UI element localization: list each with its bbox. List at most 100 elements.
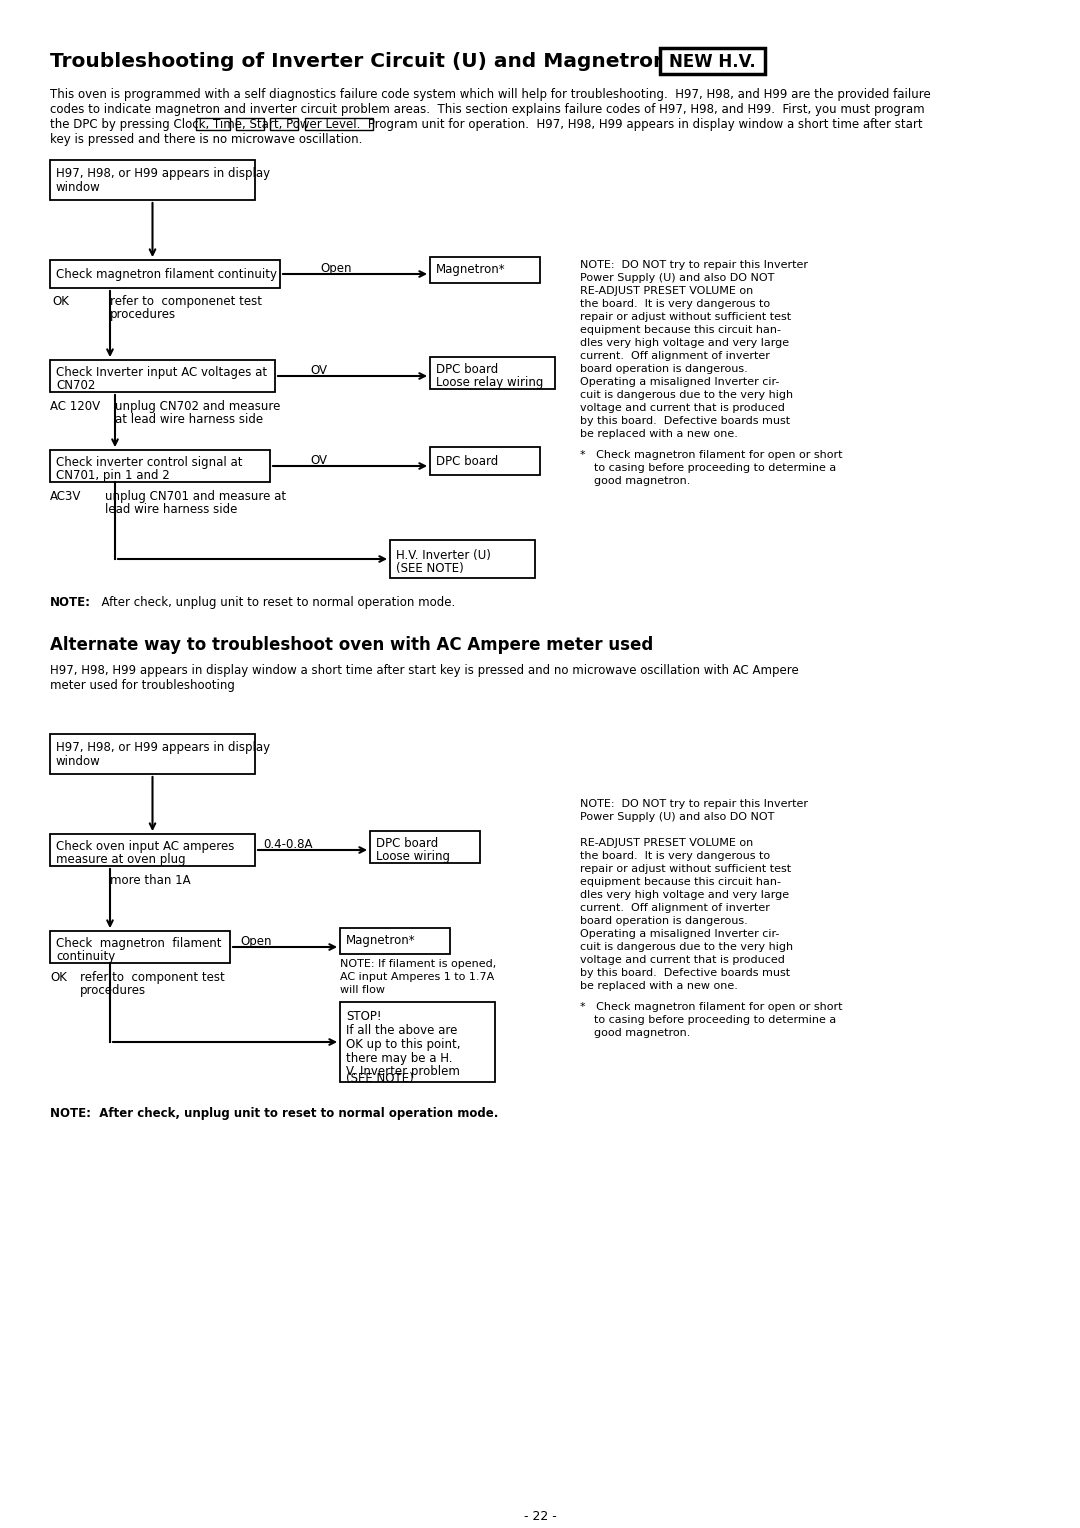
Text: OK: OK bbox=[52, 295, 69, 309]
Text: window: window bbox=[56, 180, 100, 194]
Text: H97, H98, or H99 appears in display: H97, H98, or H99 appears in display bbox=[56, 167, 270, 180]
Text: H97, H98, or H99 appears in display: H97, H98, or H99 appears in display bbox=[56, 741, 270, 753]
Text: to casing before proceeding to determine a: to casing before proceeding to determine… bbox=[580, 463, 836, 474]
Text: at lead wire harness side: at lead wire harness side bbox=[114, 413, 264, 426]
Text: refer to  component test: refer to component test bbox=[80, 970, 225, 984]
Text: Loose wiring: Loose wiring bbox=[376, 850, 450, 863]
Text: voltage and current that is produced: voltage and current that is produced bbox=[580, 403, 785, 413]
Text: AC input Amperes 1 to 1.7A: AC input Amperes 1 to 1.7A bbox=[340, 972, 495, 983]
Text: V. Inverter problem: V. Inverter problem bbox=[346, 1065, 460, 1077]
Text: H97, H98, H99 appears in display window a short time after start key is pressed : H97, H98, H99 appears in display window … bbox=[50, 665, 799, 677]
Text: OK up to this point,: OK up to this point, bbox=[346, 1038, 460, 1051]
Text: OK: OK bbox=[50, 970, 67, 984]
Text: repair or adjust without sufficient test: repair or adjust without sufficient test bbox=[580, 863, 792, 874]
Text: meter used for troubleshooting: meter used for troubleshooting bbox=[50, 678, 234, 692]
Text: NOTE: If filament is opened,: NOTE: If filament is opened, bbox=[340, 960, 496, 969]
Text: procedures: procedures bbox=[80, 984, 146, 996]
Text: Troubleshooting of Inverter Circuit (U) and Magnetron: Troubleshooting of Inverter Circuit (U) … bbox=[50, 52, 667, 70]
Text: NOTE:  DO NOT try to repair this Inverter: NOTE: DO NOT try to repair this Inverter bbox=[580, 799, 808, 808]
Text: current.  Off alignment of inverter: current. Off alignment of inverter bbox=[580, 351, 770, 361]
Text: refer to  componenet test: refer to componenet test bbox=[110, 295, 262, 309]
Text: Operating a misaligned Inverter cir-: Operating a misaligned Inverter cir- bbox=[580, 377, 780, 387]
Text: NOTE:  DO NOT try to repair this Inverter: NOTE: DO NOT try to repair this Inverter bbox=[580, 260, 808, 270]
Text: RE-ADJUST PRESET VOLUME on: RE-ADJUST PRESET VOLUME on bbox=[580, 837, 753, 848]
Text: Loose relay wiring: Loose relay wiring bbox=[436, 376, 543, 390]
Text: there may be a H.: there may be a H. bbox=[346, 1051, 453, 1065]
Text: Check inverter control signal at: Check inverter control signal at bbox=[56, 455, 243, 469]
Bar bbox=[370, 831, 480, 863]
Text: *   Check magnetron filament for open or short: * Check magnetron filament for open or s… bbox=[580, 451, 842, 460]
Text: (SEE NOTE): (SEE NOTE) bbox=[396, 562, 463, 575]
Text: CN702: CN702 bbox=[56, 379, 95, 393]
Text: Magnetron*: Magnetron* bbox=[436, 263, 505, 277]
Text: cuit is dangerous due to the very high: cuit is dangerous due to the very high bbox=[580, 390, 793, 400]
Text: Operating a misaligned Inverter cir-: Operating a misaligned Inverter cir- bbox=[580, 929, 780, 940]
Text: DPC board: DPC board bbox=[436, 455, 498, 468]
Text: the board.  It is very dangerous to: the board. It is very dangerous to bbox=[580, 299, 770, 309]
Text: procedures: procedures bbox=[110, 309, 176, 321]
Text: CN701, pin 1 and 2: CN701, pin 1 and 2 bbox=[56, 469, 170, 481]
Text: OV: OV bbox=[310, 454, 327, 468]
Text: board operation is dangerous.: board operation is dangerous. bbox=[580, 364, 747, 374]
Bar bbox=[430, 257, 540, 283]
Text: This oven is programmed with a self diagnostics failure code system which will h: This oven is programmed with a self diag… bbox=[50, 89, 931, 101]
Text: Alternate way to troubleshoot oven with AC Ampere meter used: Alternate way to troubleshoot oven with … bbox=[50, 636, 653, 654]
Text: good magnetron.: good magnetron. bbox=[580, 477, 690, 486]
Text: NOTE:  After check, unplug unit to reset to normal operation mode.: NOTE: After check, unplug unit to reset … bbox=[50, 1106, 498, 1120]
Text: lead wire harness side: lead wire harness side bbox=[105, 503, 238, 516]
Bar bbox=[50, 733, 255, 775]
Text: equipment because this circuit han-: equipment because this circuit han- bbox=[580, 877, 781, 886]
Text: STOP!: STOP! bbox=[346, 1010, 381, 1024]
Text: DPC board: DPC board bbox=[376, 837, 438, 850]
Bar bbox=[50, 834, 255, 866]
Bar bbox=[50, 160, 255, 200]
Text: NOTE:: NOTE: bbox=[50, 596, 91, 610]
Text: After check, unplug unit to reset to normal operation mode.: After check, unplug unit to reset to nor… bbox=[94, 596, 456, 610]
Bar bbox=[50, 260, 280, 287]
Text: NEW H.V.: NEW H.V. bbox=[670, 53, 756, 70]
Text: current.  Off alignment of inverter: current. Off alignment of inverter bbox=[580, 903, 770, 914]
Text: Check magnetron filament continuity: Check magnetron filament continuity bbox=[56, 267, 276, 281]
Bar bbox=[340, 1002, 495, 1082]
Text: by this board.  Defective boards must: by this board. Defective boards must bbox=[580, 969, 791, 978]
Bar bbox=[340, 927, 450, 953]
Text: Open: Open bbox=[240, 935, 271, 947]
Text: board operation is dangerous.: board operation is dangerous. bbox=[580, 915, 747, 926]
Bar bbox=[195, 118, 230, 130]
Text: by this board.  Defective boards must: by this board. Defective boards must bbox=[580, 416, 791, 426]
Text: *   Check magnetron filament for open or short: * Check magnetron filament for open or s… bbox=[580, 1002, 842, 1012]
Text: voltage and current that is produced: voltage and current that is produced bbox=[580, 955, 785, 966]
Text: more than 1A: more than 1A bbox=[110, 874, 191, 886]
Text: If all the above are: If all the above are bbox=[346, 1024, 457, 1038]
Text: Magnetron*: Magnetron* bbox=[346, 934, 416, 947]
Text: 0.4-0.8A: 0.4-0.8A bbox=[264, 837, 312, 851]
Text: dles very high voltage and very large: dles very high voltage and very large bbox=[580, 889, 789, 900]
Text: - 22 -: - 22 - bbox=[524, 1510, 556, 1523]
Text: be replaced with a new one.: be replaced with a new one. bbox=[580, 981, 738, 992]
Text: Power Supply (U) and also DO NOT: Power Supply (U) and also DO NOT bbox=[580, 811, 774, 822]
Text: OV: OV bbox=[310, 364, 327, 377]
Bar bbox=[270, 118, 298, 130]
Text: Open: Open bbox=[320, 261, 351, 275]
Text: Check  magnetron  filament: Check magnetron filament bbox=[56, 937, 221, 950]
Text: good magnetron.: good magnetron. bbox=[580, 1028, 690, 1038]
Text: to casing before proceeding to determine a: to casing before proceeding to determine… bbox=[580, 1015, 836, 1025]
Text: window: window bbox=[56, 755, 100, 769]
Bar bbox=[50, 931, 230, 963]
Bar bbox=[50, 361, 275, 393]
Text: H.V. Inverter (U): H.V. Inverter (U) bbox=[396, 549, 491, 562]
Text: measure at oven plug: measure at oven plug bbox=[56, 853, 186, 866]
Text: Check Inverter input AC voltages at: Check Inverter input AC voltages at bbox=[56, 367, 267, 379]
Text: cuit is dangerous due to the very high: cuit is dangerous due to the very high bbox=[580, 941, 793, 952]
Bar bbox=[237, 118, 264, 130]
Text: be replaced with a new one.: be replaced with a new one. bbox=[580, 429, 738, 439]
Text: AC3V: AC3V bbox=[50, 490, 81, 503]
Text: will flow: will flow bbox=[340, 986, 384, 995]
Text: DPC board: DPC board bbox=[436, 364, 498, 376]
Text: codes to indicate magnetron and inverter circuit problem areas.  This section ex: codes to indicate magnetron and inverter… bbox=[50, 102, 924, 116]
Text: RE-ADJUST PRESET VOLUME on: RE-ADJUST PRESET VOLUME on bbox=[580, 286, 753, 296]
Text: continuity: continuity bbox=[56, 950, 116, 963]
Text: repair or adjust without sufficient test: repair or adjust without sufficient test bbox=[580, 312, 792, 322]
Text: the DPC by pressing Clock, Time, Start, Power Level.  Program unit for operation: the DPC by pressing Clock, Time, Start, … bbox=[50, 118, 922, 131]
Text: key is pressed and there is no microwave oscillation.: key is pressed and there is no microwave… bbox=[50, 133, 363, 147]
